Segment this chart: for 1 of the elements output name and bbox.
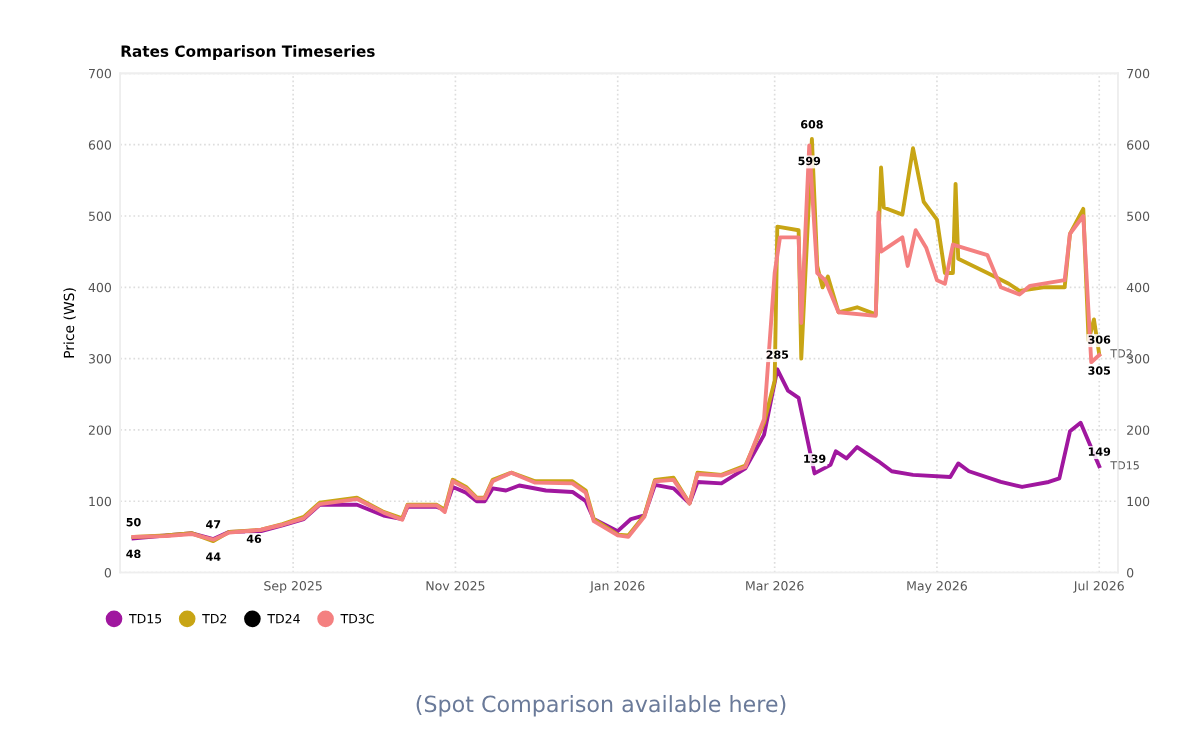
text: (Spot Comparison available here) [416,695,786,717]
